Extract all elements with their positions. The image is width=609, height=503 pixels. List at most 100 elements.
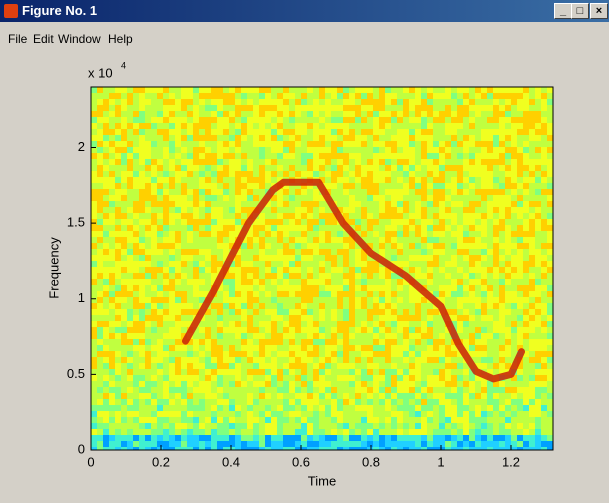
spectrogram-cell bbox=[367, 393, 373, 399]
spectrogram-cell bbox=[157, 93, 163, 99]
spectrogram-cell bbox=[259, 345, 265, 351]
spectrogram-cell bbox=[145, 291, 151, 297]
spectrogram-cell bbox=[91, 135, 97, 141]
spectrogram-cell bbox=[349, 147, 355, 153]
spectrogram-cell bbox=[175, 111, 181, 117]
spectrogram-cell bbox=[139, 321, 145, 327]
spectrogram-cell bbox=[259, 159, 265, 165]
spectrogram-cell bbox=[343, 351, 349, 357]
spectrogram-cell bbox=[475, 225, 481, 231]
spectrogram-cell bbox=[385, 141, 391, 147]
spectrogram-cell bbox=[475, 93, 481, 99]
spectrogram-cell bbox=[193, 279, 199, 285]
spectrogram-cell bbox=[409, 255, 415, 261]
spectrogram-cell bbox=[187, 375, 193, 381]
spectrogram-cell bbox=[385, 279, 391, 285]
spectrogram-cell bbox=[151, 369, 157, 375]
spectrogram-cell bbox=[457, 417, 463, 423]
spectrogram-cell bbox=[157, 423, 163, 429]
spectrogram-cell bbox=[325, 255, 331, 261]
spectrogram-cell bbox=[283, 123, 289, 129]
spectrogram-cell bbox=[253, 429, 259, 435]
spectrogram-cell bbox=[259, 369, 265, 375]
spectrogram-cell bbox=[295, 93, 301, 99]
spectrogram-cell bbox=[187, 123, 193, 129]
spectrogram-cell bbox=[91, 195, 97, 201]
spectrogram-cell bbox=[229, 147, 235, 153]
spectrogram-cell bbox=[475, 87, 481, 93]
spectrogram-cell bbox=[421, 147, 427, 153]
spectrogram-cell bbox=[319, 375, 325, 381]
spectrogram-cell bbox=[385, 135, 391, 141]
spectrogram-cell bbox=[457, 255, 463, 261]
spectrogram-cell bbox=[223, 177, 229, 183]
spectrogram-cell bbox=[271, 141, 277, 147]
spectrogram-cell bbox=[223, 315, 229, 321]
spectrogram-cell bbox=[277, 207, 283, 213]
spectrogram-cell bbox=[529, 147, 535, 153]
spectrogram-cell bbox=[199, 351, 205, 357]
spectrogram-cell bbox=[511, 201, 517, 207]
spectrogram-cell bbox=[91, 261, 97, 267]
spectrogram-cell bbox=[217, 165, 223, 171]
spectrogram-cell bbox=[403, 93, 409, 99]
spectrogram-cell bbox=[325, 99, 331, 105]
spectrogram-cell bbox=[445, 357, 451, 363]
spectrogram-cell bbox=[361, 285, 367, 291]
spectrogram-cell bbox=[331, 243, 337, 249]
spectrogram-cell bbox=[199, 195, 205, 201]
spectrogram-cell bbox=[385, 375, 391, 381]
spectrogram-cell bbox=[535, 351, 541, 357]
spectrogram-cell bbox=[361, 405, 367, 411]
spectrogram-cell bbox=[271, 363, 277, 369]
spectrogram-cell bbox=[475, 261, 481, 267]
spectrogram-cell bbox=[523, 441, 529, 447]
spectrogram-cell bbox=[217, 303, 223, 309]
spectrogram-cell bbox=[121, 303, 127, 309]
spectrogram-cell bbox=[259, 219, 265, 225]
spectrogram-cell bbox=[211, 417, 217, 423]
spectrogram-cell bbox=[481, 291, 487, 297]
spectrogram-cell bbox=[133, 219, 139, 225]
spectrogram-cell bbox=[361, 255, 367, 261]
spectrogram-cell bbox=[271, 399, 277, 405]
spectrogram-cell bbox=[313, 297, 319, 303]
spectrogram-cell bbox=[301, 327, 307, 333]
spectrogram-cell bbox=[469, 135, 475, 141]
spectrogram-cell bbox=[157, 129, 163, 135]
spectrogram-cell bbox=[157, 345, 163, 351]
spectrogram-cell bbox=[247, 429, 253, 435]
spectrogram-cell bbox=[283, 399, 289, 405]
spectrogram-cell bbox=[145, 237, 151, 243]
spectrogram-cell bbox=[439, 417, 445, 423]
spectrogram-cell bbox=[229, 285, 235, 291]
y-multiplier-exponent: 4 bbox=[121, 60, 126, 70]
spectrogram-cell bbox=[205, 213, 211, 219]
spectrogram-cell bbox=[133, 207, 139, 213]
spectrogram-cell bbox=[493, 357, 499, 363]
spectrogram-cell bbox=[403, 339, 409, 345]
spectrogram-cell bbox=[457, 93, 463, 99]
spectrogram-cell bbox=[187, 243, 193, 249]
spectrogram-cell bbox=[403, 315, 409, 321]
spectrogram-cell bbox=[109, 411, 115, 417]
spectrogram-cell bbox=[469, 117, 475, 123]
spectrogram-cell bbox=[481, 129, 487, 135]
spectrogram-cell bbox=[505, 351, 511, 357]
spectrogram-cell bbox=[499, 171, 505, 177]
spectrogram-cell bbox=[121, 159, 127, 165]
spectrogram-cell bbox=[127, 381, 133, 387]
spectrogram-cell bbox=[319, 291, 325, 297]
spectrogram-cell bbox=[223, 399, 229, 405]
spectrogram-cell bbox=[463, 339, 469, 345]
spectrogram-cell bbox=[523, 333, 529, 339]
spectrogram-cell bbox=[475, 429, 481, 435]
spectrogram-cell bbox=[151, 375, 157, 381]
spectrogram-cell bbox=[271, 357, 277, 363]
spectrogram-cell bbox=[103, 165, 109, 171]
spectrogram-cell bbox=[103, 201, 109, 207]
spectrogram-cell bbox=[427, 213, 433, 219]
spectrogram-cell bbox=[241, 279, 247, 285]
spectrogram-cell bbox=[175, 231, 181, 237]
spectrogram-cell bbox=[139, 345, 145, 351]
